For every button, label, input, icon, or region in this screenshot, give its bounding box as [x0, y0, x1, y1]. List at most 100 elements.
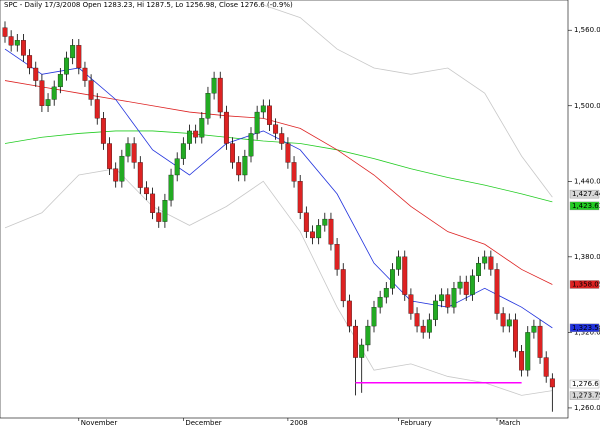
candle-body	[408, 294, 414, 314]
candle-body	[162, 200, 168, 222]
price-label: 1,323.58	[572, 324, 600, 332]
candle-body	[57, 74, 63, 88]
candle-body	[45, 99, 51, 106]
candle-body	[82, 67, 88, 81]
candle-body	[371, 307, 377, 327]
candle-body	[94, 99, 100, 119]
candle-body	[137, 162, 143, 188]
candle-body	[205, 93, 211, 119]
candle-body	[180, 143, 186, 159]
candle-body	[131, 143, 137, 163]
candle-body	[27, 55, 33, 69]
candle-body	[445, 294, 451, 308]
candle-body	[488, 256, 494, 270]
candle-body	[439, 294, 445, 302]
y-tick-label: 1,560.0	[574, 26, 600, 34]
candle-body	[457, 281, 463, 289]
price-label: 1,423.63	[572, 202, 600, 210]
candle-body	[8, 36, 14, 46]
candle-body	[174, 158, 180, 176]
candle-body	[433, 300, 438, 320]
y-tick-label: 1,380.0	[574, 253, 600, 261]
candle-body	[476, 262, 481, 276]
candle-body	[187, 130, 192, 144]
candle-body	[143, 187, 149, 195]
candle-body	[119, 155, 125, 182]
candle-body	[199, 118, 205, 138]
price-label: 1,273.75	[572, 392, 600, 400]
candle-body	[39, 80, 45, 106]
candle-body	[316, 225, 322, 239]
candle-body	[310, 231, 315, 239]
candle-body	[463, 281, 469, 295]
candle-body	[322, 218, 328, 226]
candle-body	[377, 296, 383, 308]
candle-body	[88, 80, 94, 100]
candle-body	[20, 40, 26, 56]
candle-body	[500, 313, 506, 327]
candle-body	[291, 162, 297, 182]
candle-body	[242, 155, 248, 176]
candle-body	[168, 174, 174, 201]
candle-body	[14, 40, 20, 46]
x-tick-label: December	[185, 419, 221, 427]
candle-body	[396, 256, 402, 270]
price-label-box	[569, 189, 600, 199]
x-tick-label: February	[401, 419, 432, 427]
price-label-box	[569, 280, 600, 289]
candle-body	[383, 288, 389, 298]
candle-body	[285, 143, 291, 163]
candle-body	[537, 325, 543, 358]
indicator-line	[263, 4, 553, 198]
candle-body	[125, 143, 131, 157]
price-label-box	[569, 323, 600, 333]
candle-body	[156, 212, 162, 222]
candle-body	[297, 181, 303, 213]
indicator-line	[4, 168, 553, 396]
y-tick-label: 1,260.0	[574, 404, 600, 412]
candle-body	[33, 67, 39, 81]
candle-body	[100, 118, 106, 144]
y-tick-label: 1,440.0	[574, 177, 600, 185]
candle-body	[328, 218, 334, 245]
price-label: 1,427.44	[572, 190, 600, 198]
candle-body	[543, 357, 549, 377]
candle-body	[273, 124, 279, 134]
candle-body	[248, 133, 254, 157]
candle-body	[217, 77, 223, 113]
candle-body	[303, 212, 309, 232]
price-label: 1,358.05	[572, 280, 600, 288]
y-tick-label: 1,500.0	[574, 102, 600, 110]
candle-body	[519, 351, 525, 371]
candle-body	[76, 45, 82, 69]
candle-body	[389, 269, 395, 289]
candle-body	[113, 168, 119, 182]
candle-body	[64, 57, 69, 75]
candle-body	[402, 256, 408, 295]
candle-body	[2, 27, 8, 37]
candle-body	[223, 111, 229, 144]
candle-body	[506, 319, 512, 327]
candle-body	[420, 325, 426, 333]
price-label: 1,276.6	[572, 380, 599, 388]
candle-body	[365, 325, 371, 346]
chart-title: SPC - Daily 17/3/2008 Open 1283.23, Hi 1…	[4, 1, 293, 9]
price-label-box	[569, 391, 600, 400]
x-tick-label: 2008	[290, 419, 308, 427]
candle-body	[193, 130, 199, 138]
candle-body	[426, 319, 432, 333]
candle-body	[211, 77, 217, 94]
y-tick-label: 1,320.0	[574, 328, 600, 336]
x-tick-label: November	[81, 419, 118, 427]
candle-body	[359, 344, 365, 358]
candle-body	[70, 45, 76, 59]
candle-body	[451, 288, 457, 308]
candle-body	[266, 105, 272, 125]
candle-body	[346, 300, 352, 327]
candle-body	[254, 111, 260, 134]
candle-body	[531, 325, 537, 333]
candle-body	[230, 143, 235, 163]
candle-body	[334, 244, 340, 270]
candle-body	[150, 193, 156, 213]
